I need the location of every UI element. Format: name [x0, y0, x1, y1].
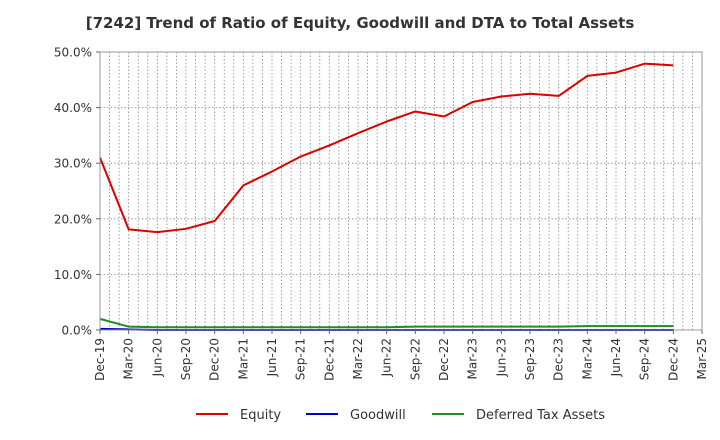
x-tick-label: Dec-23: [552, 338, 566, 381]
x-tick-label: Mar-22: [351, 338, 365, 379]
x-tick-label: Mar-24: [580, 338, 594, 379]
x-tick-label: Jun-24: [609, 338, 623, 377]
y-tick-label: 50.0%: [54, 46, 92, 60]
x-tick-label: Jun-23: [494, 338, 508, 377]
x-tick-label: Sep-22: [408, 338, 422, 380]
x-tick-label: Dec-20: [208, 338, 222, 381]
x-tick-label: Mar-20: [122, 338, 136, 379]
y-axis: 0.0% 10.0% 20.0% 30.0% 40.0% 50.0%: [54, 46, 100, 338]
plot-area: [99, 51, 703, 331]
legend-label-goodwill: Goodwill: [350, 408, 406, 423]
x-tick-label: Dec-21: [322, 338, 336, 381]
x-tick-label: Jun-20: [150, 338, 164, 377]
x-tick-label: Sep-21: [294, 338, 308, 380]
y-tick-label: 40.0%: [54, 101, 92, 115]
x-tick-label: Mar-21: [236, 338, 250, 379]
x-tick-label: Jun-22: [380, 338, 394, 377]
x-tick-label: Mar-25: [695, 338, 709, 379]
grid-lines: [99, 51, 703, 331]
x-tick-label: Sep-24: [638, 338, 652, 380]
y-tick-label: 20.0%: [54, 212, 92, 226]
chart-title: [7242] Trend of Ratio of Equity, Goodwil…: [85, 14, 635, 32]
x-tick-label: Dec-24: [666, 338, 680, 381]
series-line-deferred-tax-assets: [99, 317, 674, 329]
x-tick-label: Dec-19: [93, 338, 107, 381]
x-tick-label: Jun-21: [265, 338, 279, 377]
series-line-equity: [99, 62, 674, 234]
legend-label-equity: Equity: [240, 408, 281, 423]
legend-label-deferred-tax-assets: Deferred Tax Assets: [476, 408, 605, 423]
x-tick-label: Sep-20: [179, 338, 193, 380]
x-tick-label: Sep-23: [523, 338, 537, 380]
legend: Equity Goodwill Deferred Tax Assets: [196, 408, 605, 423]
y-tick-label: 0.0%: [62, 324, 93, 338]
y-tick-label: 10.0%: [54, 268, 92, 282]
x-axis: Dec-19 Mar-20 Jun-20 Sep-20 Dec-20 Mar-21 Jun-…: [93, 330, 709, 381]
y-tick-label: 30.0%: [54, 157, 92, 171]
x-tick-label: Mar-23: [466, 338, 480, 379]
x-tick-label: Dec-22: [437, 338, 451, 381]
